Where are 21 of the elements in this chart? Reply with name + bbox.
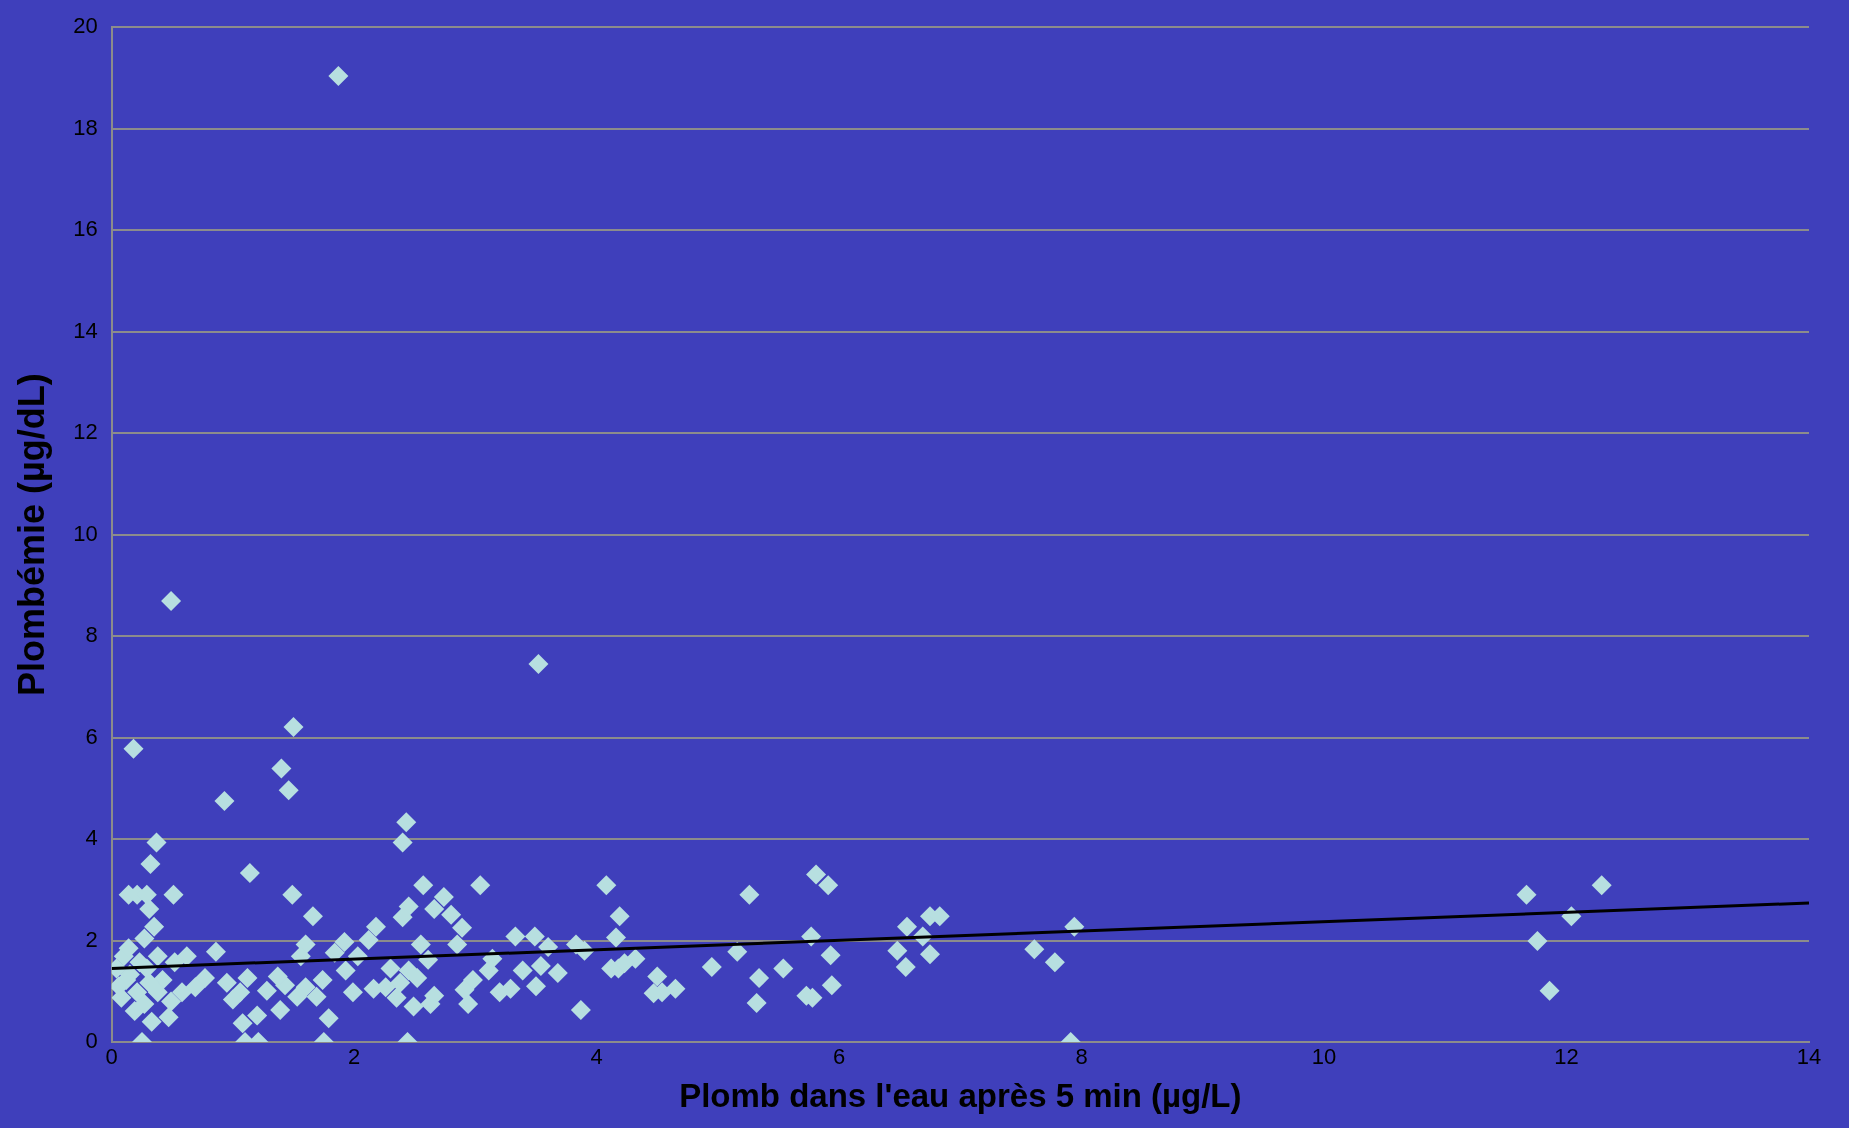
y-tick-label: 16 [73, 216, 98, 242]
x-tick-label: 14 [1796, 1044, 1822, 1070]
x-tick-label: 0 [105, 1044, 118, 1070]
y-tick-label: 12 [73, 419, 98, 445]
x-axis-title: Plomb dans l'eau après 5 min (µg/L) [679, 1077, 1242, 1115]
x-tick-label: 2 [348, 1044, 361, 1070]
y-tick-label: 20 [73, 13, 98, 39]
x-tick-label: 4 [590, 1044, 603, 1070]
y-axis-title: Plombémie (µg/dL) [10, 373, 52, 696]
y-tick-label: 2 [85, 926, 98, 952]
y-tick-label: 4 [85, 825, 98, 851]
x-tick-label: 8 [1075, 1044, 1088, 1070]
y-tick-label: 0 [85, 1028, 98, 1054]
y-tick-label: 8 [85, 622, 98, 648]
y-tick-label: 10 [73, 520, 98, 546]
x-tick-label: 10 [1311, 1044, 1337, 1070]
y-tick-label: 14 [73, 317, 98, 343]
x-tick-label: 12 [1554, 1044, 1579, 1070]
y-tick-label: 18 [73, 114, 98, 140]
x-tick-label: 6 [832, 1044, 846, 1070]
y-tick-label: 6 [85, 723, 98, 749]
